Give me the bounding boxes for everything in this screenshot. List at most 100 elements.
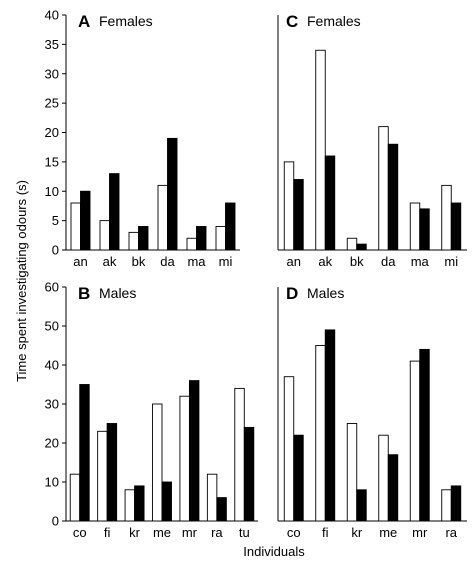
x-tick-label: ak bbox=[103, 254, 117, 269]
y-tick-label: 20 bbox=[45, 125, 59, 140]
bar bbox=[409, 202, 421, 251]
bar bbox=[215, 226, 226, 251]
bar bbox=[196, 226, 207, 251]
y-tick-label: 10 bbox=[45, 184, 59, 199]
x-tick-label: ra bbox=[211, 525, 223, 540]
bar bbox=[188, 380, 200, 522]
bar bbox=[378, 434, 389, 522]
x-tick-label: kr bbox=[351, 525, 363, 540]
bar bbox=[243, 426, 255, 522]
panel-a: 0 5 10 15 20 25 30 35 40 an ak bk da ma mi A Females bbox=[45, 8, 240, 269]
x-tick-label: mi bbox=[219, 254, 233, 269]
x-tick-label: ak bbox=[318, 254, 332, 269]
bar bbox=[128, 231, 139, 251]
x-tick-label: bk bbox=[132, 254, 146, 269]
bar bbox=[97, 430, 108, 522]
panel-title: Males bbox=[307, 285, 344, 301]
bar bbox=[106, 423, 118, 522]
bar bbox=[138, 226, 149, 251]
x-tick-label: fi bbox=[104, 525, 111, 540]
x-tick-label: da bbox=[381, 254, 396, 269]
y-tick-label: 50 bbox=[45, 319, 59, 334]
panel-letter: A bbox=[78, 12, 90, 31]
bar bbox=[441, 489, 452, 522]
x-tick-label: ra bbox=[445, 525, 457, 540]
x-tick-label: me bbox=[379, 525, 397, 540]
x-tick-label: mr bbox=[182, 525, 198, 540]
bar bbox=[234, 387, 245, 522]
bar bbox=[157, 184, 168, 251]
bar bbox=[346, 423, 358, 522]
x-tick-label: tu bbox=[239, 525, 250, 540]
x-tick-label: me bbox=[153, 525, 171, 540]
bar bbox=[80, 190, 91, 251]
bar bbox=[216, 497, 227, 522]
y-tick-label: 10 bbox=[45, 475, 59, 490]
y-tick-label: 25 bbox=[45, 96, 59, 111]
bar bbox=[152, 403, 163, 522]
bar bbox=[419, 208, 430, 251]
bar bbox=[206, 473, 218, 522]
y-tick-label: 30 bbox=[45, 397, 59, 412]
panel-title: Males bbox=[99, 285, 136, 301]
bar bbox=[79, 384, 90, 522]
bar bbox=[99, 220, 110, 251]
y-tick-label: 5 bbox=[52, 213, 59, 228]
y-tick-label: 40 bbox=[45, 8, 59, 23]
x-tick-label: mi bbox=[444, 254, 458, 269]
panel-letter: B bbox=[78, 284, 90, 303]
bar bbox=[387, 454, 399, 522]
bar bbox=[167, 137, 178, 251]
x-tick-label: co bbox=[73, 525, 87, 540]
y-axis-title: Time spent investigating odours (s) bbox=[14, 180, 29, 382]
bar bbox=[293, 179, 304, 251]
x-tick-label: mr bbox=[412, 525, 428, 540]
y-tick-label: 0 bbox=[52, 243, 59, 258]
bar bbox=[186, 237, 197, 251]
bar bbox=[124, 489, 136, 522]
bar bbox=[283, 161, 295, 251]
panel-b: 0 10 20 30 40 50 60 co fi kr me mr ra tu B Males bbox=[45, 280, 258, 540]
x-tick-label: da bbox=[160, 254, 175, 269]
bar bbox=[441, 184, 452, 251]
x-axis-title: Individuals bbox=[243, 544, 305, 559]
bar bbox=[324, 329, 336, 522]
bar bbox=[419, 348, 430, 522]
panel-c: an ak bk da ma mi C Females bbox=[277, 12, 467, 269]
y-tick-label: 15 bbox=[45, 154, 59, 169]
bar bbox=[356, 243, 367, 251]
panel-d: co fi kr me mr ra D Males bbox=[277, 284, 467, 540]
x-tick-label: kr bbox=[129, 525, 141, 540]
x-tick-label: an bbox=[287, 254, 301, 269]
panel-title: Females bbox=[99, 13, 153, 29]
bar bbox=[109, 173, 120, 251]
x-tick-label: bk bbox=[350, 254, 364, 269]
x-tick-label: ma bbox=[411, 254, 430, 269]
bar bbox=[324, 155, 336, 251]
x-tick-label: co bbox=[287, 525, 301, 540]
bar bbox=[315, 345, 326, 522]
y-tick-label: 20 bbox=[45, 436, 59, 451]
bar bbox=[356, 489, 367, 522]
bar bbox=[179, 395, 190, 522]
x-tick-label: fi bbox=[322, 525, 329, 540]
bar bbox=[315, 49, 326, 251]
panel-title: Females bbox=[307, 13, 361, 29]
panel-letter: D bbox=[286, 284, 298, 303]
x-tick-label: an bbox=[73, 254, 87, 269]
bar bbox=[69, 473, 81, 522]
bar bbox=[387, 143, 399, 251]
bar bbox=[161, 481, 172, 522]
x-tick-label: ma bbox=[187, 254, 206, 269]
bar bbox=[450, 485, 462, 522]
bar bbox=[293, 434, 304, 522]
bar bbox=[134, 485, 145, 522]
bar bbox=[450, 202, 462, 251]
bar bbox=[283, 376, 295, 522]
y-tick-label: 35 bbox=[45, 37, 59, 52]
y-tick-label: 30 bbox=[45, 66, 59, 81]
bar bbox=[225, 202, 236, 251]
y-tick-label: 40 bbox=[45, 358, 59, 373]
